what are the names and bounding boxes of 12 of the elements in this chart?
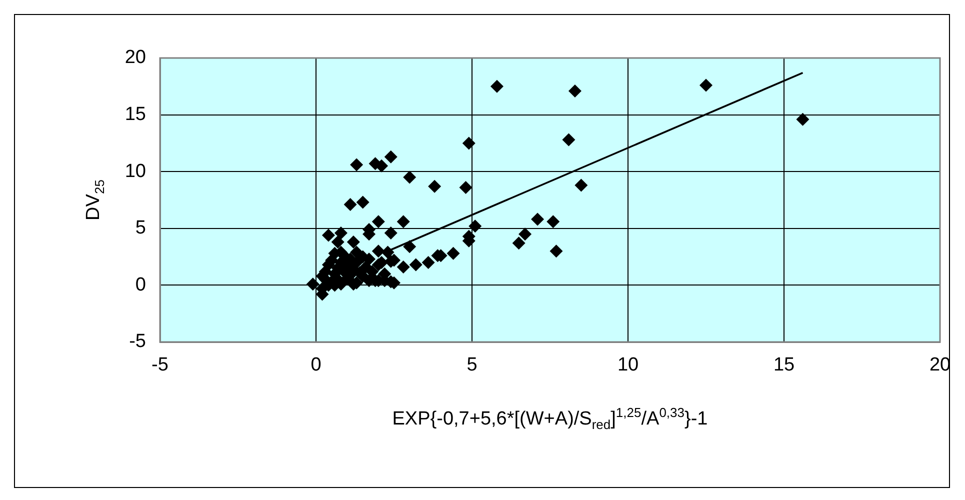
x-tick-label: 10 [617, 354, 639, 376]
x-tick-label: 5 [466, 354, 478, 376]
x-tick-label: -5 [152, 354, 168, 376]
x-tick-label: 0 [310, 354, 322, 376]
y-tick-label: 0 [135, 274, 146, 296]
x-tick-label: 15 [773, 354, 795, 376]
y-tick-label: 15 [124, 104, 146, 126]
x-axis-title: EXP{-0,7+5,6*[(W+A)/S$_{red}$]$^{1,25}$/A$^{0,33}$}-1 [391, 405, 709, 432]
y-tick-label: 5 [135, 218, 146, 239]
y-tick-label: 20 [124, 47, 146, 68]
y-tick-label: -5 [129, 331, 146, 352]
y-tick-label: 10 [124, 160, 146, 182]
